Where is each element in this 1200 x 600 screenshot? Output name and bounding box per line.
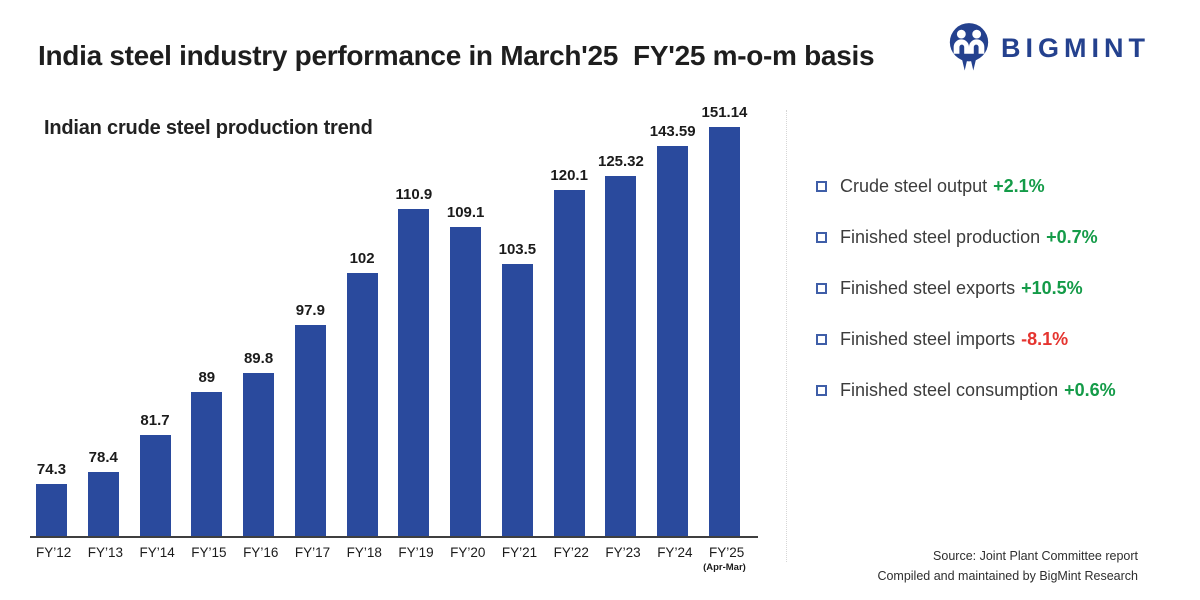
stat-item: Finished steel exports +10.5% (816, 275, 1116, 301)
bar-column: 109.1 (447, 107, 484, 536)
stat-change: -8.1% (1021, 329, 1069, 349)
page-title: India steel industry performance in Marc… (38, 40, 875, 71)
bar-value-label: 143.59 (649, 123, 696, 140)
x-axis-label: FY’16 (243, 545, 279, 560)
bigmint-mark-icon (949, 23, 989, 71)
bar-column: 97.9 (294, 107, 326, 536)
footer-compiled: Compiled and maintained by BigMint Resea… (877, 569, 1138, 583)
stat-label: Finished steel exports (840, 278, 1016, 298)
bar-column: 103.5 (499, 107, 536, 536)
x-axis-label: FY’13 (87, 545, 124, 560)
stat-change: +0.6% (1064, 380, 1116, 400)
bar-value-label: 89.8 (243, 350, 274, 367)
bar (398, 209, 430, 536)
stat-change: +0.7% (1046, 227, 1098, 247)
x-axis-label: FY’15 (191, 545, 227, 560)
chart-title: Indian crude steel production trend (44, 117, 373, 139)
bar-column: 78.4 (87, 107, 119, 536)
bar-column: 102 (346, 107, 378, 536)
bar-value-label: 110.9 (395, 186, 433, 203)
stat-change: +10.5% (1021, 278, 1083, 298)
x-axis-label: FY’24 (657, 545, 693, 560)
x-axis-label: FY’22 (553, 545, 589, 560)
stat-label: Finished steel imports (840, 329, 1016, 349)
bar (87, 472, 119, 536)
bar (346, 273, 378, 536)
x-axis-label: FY’21 (501, 545, 538, 560)
bar-columns: 74.3 78.4 81.7 89 89.8 97.9 102 110.9 109.1 103.5… (36, 104, 747, 536)
bar-value-label: 109.1 (446, 204, 485, 221)
x-axis-labels: FY’12 FY’13 FY’14 FY’15 FY’16 FY’17 FY’18 FY’19… (36, 545, 746, 573)
stat-item: Finished steel consumption +0.6% (816, 377, 1116, 403)
square-bullet-icon (816, 282, 827, 294)
bar-value-label: 74.3 (36, 461, 67, 478)
x-axis-label: FY’17 (294, 545, 331, 560)
footer-source: Source: Joint Plant Committee report (933, 549, 1138, 563)
stat-change: +2.1% (993, 176, 1045, 196)
stat-label: Crude steel output (840, 176, 988, 196)
bar-value-label: 78.4 (88, 449, 118, 466)
bar (294, 325, 326, 536)
bar (553, 190, 585, 536)
bar-value-label: 102 (349, 250, 375, 267)
bar-column: 110.9 (396, 107, 432, 536)
footer: Source: Joint Plant Committee report Com… (877, 546, 1138, 586)
bar-value-label: 89 (198, 369, 216, 386)
x-axis-label: FY’12 (36, 545, 72, 560)
stat-item: Crude steel output +2.1% (816, 173, 1116, 199)
bar-column: 81.7 (139, 107, 171, 536)
bar (708, 127, 740, 536)
bar (450, 227, 482, 536)
bar (657, 146, 689, 536)
bar (243, 373, 275, 536)
bar-column: 89 (191, 107, 223, 536)
x-axis-label: FY’14 (139, 545, 175, 560)
bar-value-label: 97.9 (295, 302, 325, 319)
square-bullet-icon (816, 333, 827, 345)
bar-value-label: 151.14 (701, 104, 748, 121)
square-bullet-icon (816, 231, 827, 243)
square-bullet-icon (816, 384, 827, 396)
x-axis-label: FY’18 (346, 545, 382, 560)
x-axis-label: FY’23 (605, 545, 641, 560)
bar (36, 484, 67, 536)
bar-column: 89.8 (243, 107, 275, 536)
bar-value-label: 81.7 (140, 412, 170, 429)
stat-label: Finished steel consumption (840, 380, 1059, 400)
bar-column: 74.3 (36, 107, 67, 536)
bar-value-label: 125.32 (597, 153, 644, 170)
bar (605, 176, 637, 536)
bigmint-logo: BIGMINT (946, 22, 1150, 74)
x-axis-label: FY’19 (398, 545, 434, 560)
bar-column: 143.59 (650, 107, 696, 536)
bar-column: 151.14 (702, 104, 747, 536)
bar (501, 264, 533, 536)
vertical-divider (786, 110, 787, 562)
bigmint-wordmark: BIGMINT (1001, 32, 1150, 63)
x-axis-line (30, 536, 758, 538)
stat-label: Finished steel production (840, 227, 1041, 247)
stats-list: Crude steel output +2.1% Finished steel pr… (816, 173, 1116, 428)
bar (139, 435, 171, 536)
bar-column: 125.32 (598, 107, 644, 536)
square-bullet-icon (816, 180, 827, 192)
stat-item: Finished steel imports -8.1% (816, 326, 1116, 352)
bar (191, 392, 223, 536)
stat-item: Finished steel production +0.7% (816, 224, 1116, 250)
x-axis-note: (Apr-Mar) (703, 562, 746, 573)
x-axis-label: FY’20 (450, 545, 486, 560)
bar-value-label: 103.5 (498, 241, 537, 258)
x-axis-label: FY’25 (Apr-Mar) (703, 545, 746, 573)
bar-column: 120.1 (550, 107, 588, 536)
bar-value-label: 120.1 (550, 167, 588, 184)
